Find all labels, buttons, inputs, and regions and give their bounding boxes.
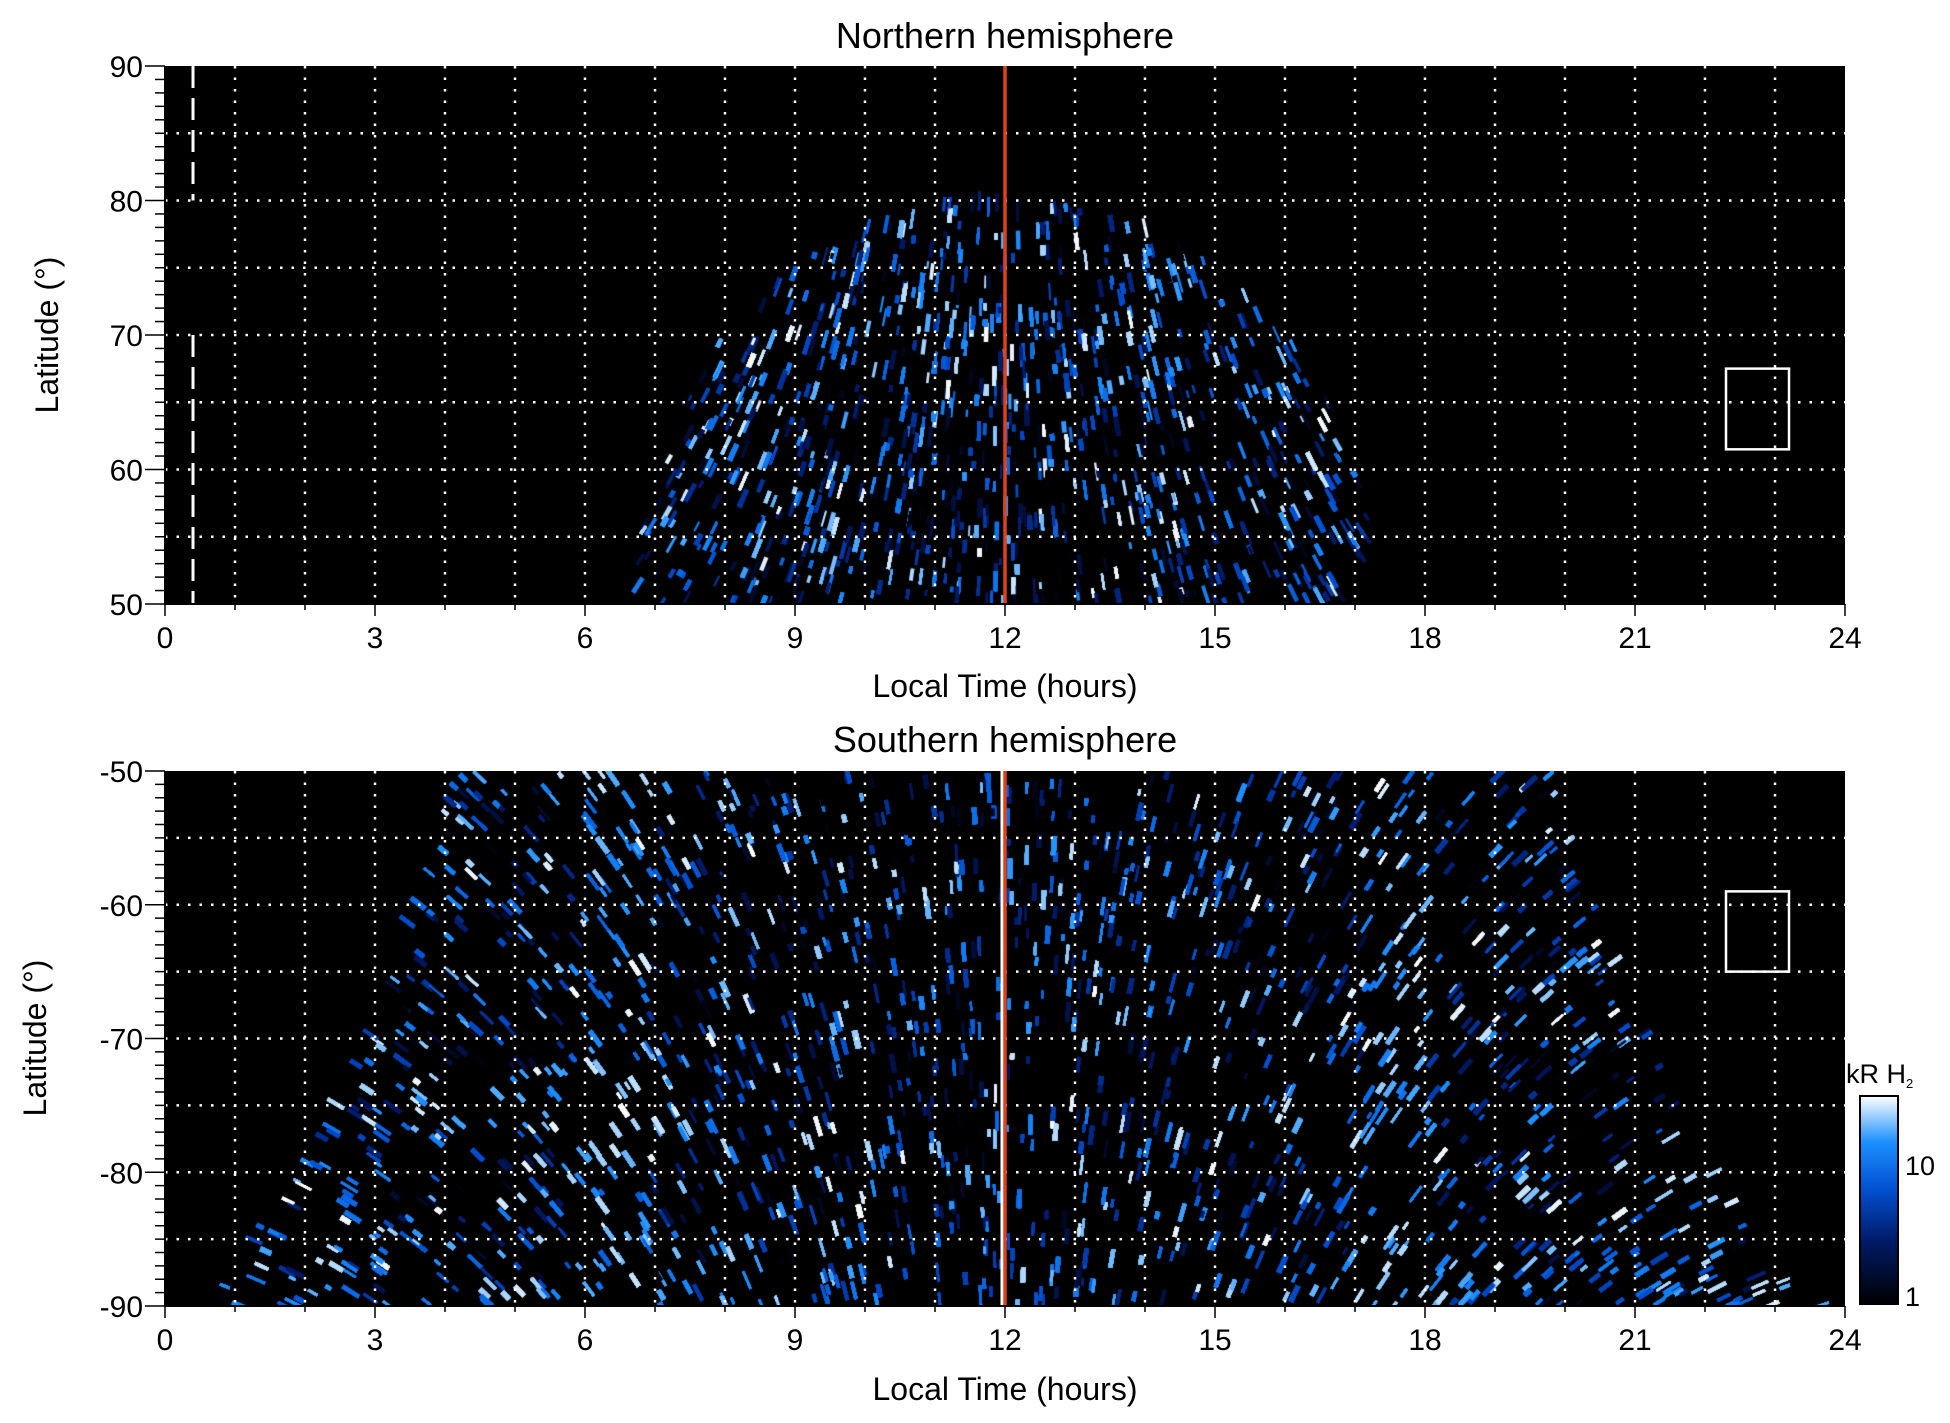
y-tick-label: 70 xyxy=(110,320,143,353)
colorbar-tick-1: 1 xyxy=(1905,1282,1920,1312)
box-marker xyxy=(1724,890,1791,973)
colorbar-tick-10: 10 xyxy=(1905,1151,1935,1181)
y-tick-label: -80 xyxy=(100,1157,143,1190)
x-tick-label: 9 xyxy=(787,1324,804,1357)
y-tick-label: 80 xyxy=(110,186,143,219)
y-tick-label: 90 xyxy=(110,51,143,84)
north-title: Northern hemisphere xyxy=(836,15,1174,56)
x-tick-label: 21 xyxy=(1618,622,1651,655)
box-marker xyxy=(1724,367,1791,451)
y-tick-label: -50 xyxy=(100,756,143,789)
x-tick-label: 18 xyxy=(1408,622,1441,655)
south-xlabel: Local Time (hours) xyxy=(873,1371,1138,1407)
south-title: Southern hemisphere xyxy=(833,719,1177,760)
colorbar-label: kR H2 xyxy=(1846,1059,1913,1091)
north-ylabel: Latitude (°) xyxy=(29,257,65,414)
colorbar xyxy=(1859,1095,1899,1305)
x-tick-label: 3 xyxy=(367,1324,384,1357)
x-tick-label: 6 xyxy=(577,622,594,655)
y-tick-label: 50 xyxy=(110,589,143,622)
x-tick-label: 12 xyxy=(988,1324,1021,1357)
x-tick-label: 24 xyxy=(1828,1324,1861,1357)
x-tick-label: 21 xyxy=(1618,1324,1651,1357)
x-tick-label: 24 xyxy=(1828,622,1861,655)
north-xlabel: Local Time (hours) xyxy=(873,668,1138,704)
x-tick-label: 12 xyxy=(988,622,1021,655)
y-tick-label: -90 xyxy=(100,1291,143,1324)
x-tick-label: 0 xyxy=(157,1324,174,1357)
x-tick-label: 15 xyxy=(1198,622,1231,655)
x-tick-label: 3 xyxy=(367,622,384,655)
x-tick-label: 0 xyxy=(157,622,174,655)
south-ylabel: Latitude (°) xyxy=(17,960,53,1117)
y-tick-label: -60 xyxy=(100,890,143,923)
y-tick-label: 60 xyxy=(110,455,143,488)
x-tick-label: 18 xyxy=(1408,1324,1441,1357)
x-tick-label: 15 xyxy=(1198,1324,1231,1357)
x-tick-label: 6 xyxy=(577,1324,594,1357)
x-tick-label: 9 xyxy=(787,622,804,655)
y-tick-label: -70 xyxy=(100,1024,143,1057)
